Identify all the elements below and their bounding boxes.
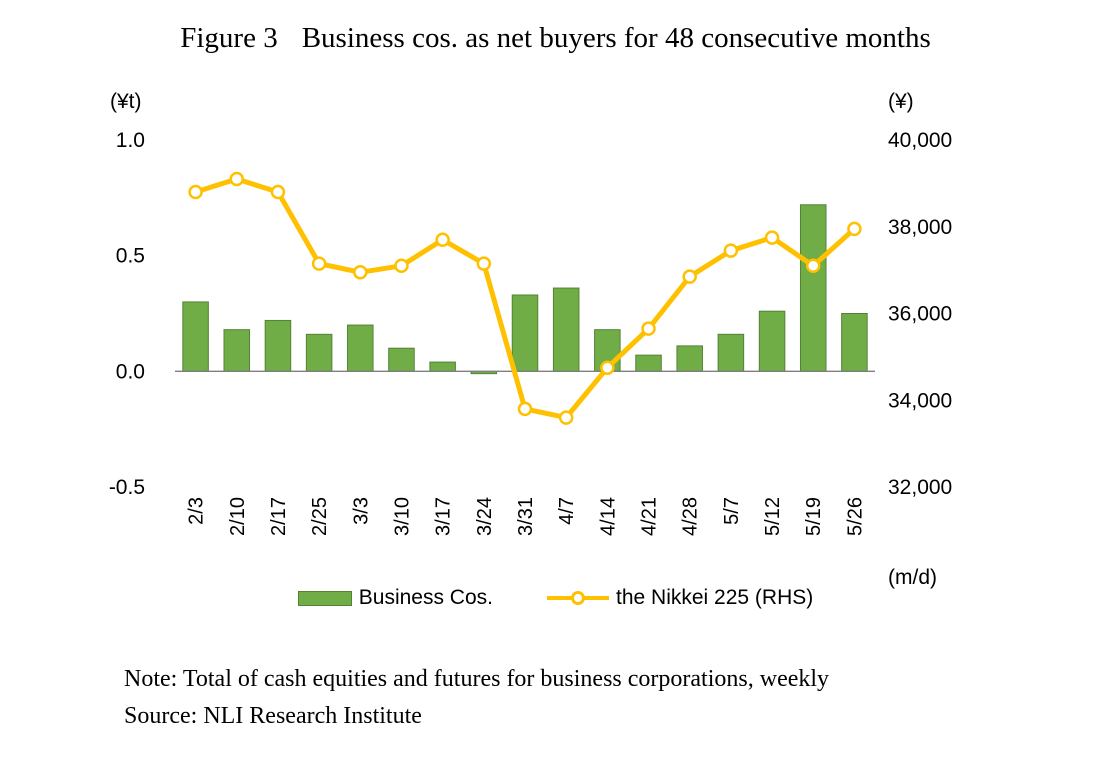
- bar-business-cos: [388, 347, 415, 372]
- right-axis-tick-label: 34,000: [888, 389, 952, 412]
- legend-item-business-cos: Business Cos.: [297, 586, 493, 610]
- line-swatch-marker: [571, 591, 585, 605]
- bar-business-cos: [305, 333, 333, 372]
- bar-business-cos: [264, 319, 292, 372]
- left-axis-tick-label: 1.0: [116, 129, 145, 152]
- x-axis-category-label: 5/7: [721, 497, 743, 525]
- right-axis-tick-label: 36,000: [888, 303, 952, 326]
- nikkei-line-marker: [188, 184, 203, 200]
- x-axis-category-label: 3/10: [391, 497, 413, 536]
- left-axis-tick-label: 0.0: [116, 360, 145, 383]
- bar-business-cos: [717, 333, 745, 372]
- bar-business-cos: [552, 287, 580, 372]
- x-axis-category-label: 4/7: [556, 497, 578, 525]
- x-axis-category-label: 3/24: [474, 497, 496, 536]
- x-axis-category-label: 2/25: [309, 497, 331, 536]
- chart-note: Note: Total of cash equities and futures…: [124, 666, 830, 692]
- left-axis-tick-label: -0.5: [109, 476, 145, 499]
- x-axis-category-label: 5/26: [844, 497, 866, 536]
- nikkei-line-marker: [847, 221, 862, 237]
- nikkei-line-marker: [353, 265, 368, 280]
- nikkei-line-marker: [517, 401, 533, 417]
- line-swatch-icon: [547, 590, 609, 606]
- right-axis-tick-label: 38,000: [888, 216, 952, 239]
- nikkei-line-marker: [435, 232, 450, 248]
- chart-source: Source: NLI Research Institute: [124, 703, 422, 729]
- bar-business-cos: [635, 354, 662, 372]
- legend-label-business-cos: Business Cos.: [358, 586, 493, 609]
- right-axis-unit-label: (¥): [888, 90, 914, 113]
- x-axis-category-label: 3/31: [515, 497, 537, 536]
- x-axis-category-label: 3/3: [350, 497, 372, 525]
- nikkei-line-marker: [600, 360, 615, 375]
- x-axis-category-label: 4/21: [639, 497, 661, 536]
- legend-item-nikkei: the Nikkei 225 (RHS): [547, 586, 813, 610]
- x-axis-category-label: 4/14: [597, 497, 619, 536]
- right-axis-tick-label: 40,000: [888, 129, 952, 152]
- nikkei-line-marker: [764, 230, 780, 245]
- bar-business-cos: [799, 204, 827, 372]
- right-axis-tick-label: 32,000: [888, 476, 952, 499]
- x-axis-category-label: 3/17: [433, 497, 455, 536]
- bar-business-cos: [676, 345, 703, 372]
- legend-label-nikkei: the Nikkei 225 (RHS): [616, 586, 814, 609]
- nikkei-line-marker: [311, 256, 327, 271]
- nikkei-line-marker: [723, 243, 739, 258]
- left-axis-tick-label: 0.5: [116, 245, 145, 268]
- x-axis-category-label: 2/3: [186, 497, 208, 525]
- nikkei-line-marker: [558, 410, 574, 425]
- chart-legend: Business Cos. the Nikkei 225 (RHS): [0, 586, 1111, 610]
- x-axis-category-label: 2/10: [227, 497, 249, 536]
- left-axis-unit-label: (¥t): [110, 90, 142, 113]
- figure-title: Figure 3 Business cos. as net buyers for …: [0, 22, 1111, 55]
- x-axis-category-label: 4/28: [680, 497, 702, 536]
- nikkei-line-marker: [805, 258, 821, 274]
- x-axis-unit-label: (m/d): [888, 566, 937, 589]
- nikkei-line-marker: [476, 256, 492, 271]
- bar-business-cos: [223, 329, 251, 372]
- nikkei-line-marker: [394, 258, 409, 274]
- figure-number: Figure 3: [180, 22, 278, 54]
- bar-business-cos: [841, 313, 868, 372]
- x-axis-category-label: 5/12: [762, 497, 784, 536]
- nikkei-line-marker: [682, 269, 697, 284]
- x-axis-category-label: 5/19: [803, 497, 825, 536]
- bar-business-cos: [347, 324, 374, 372]
- x-axis-category-label: 2/17: [268, 497, 290, 536]
- bar-business-cos: [429, 361, 456, 372]
- figure-title-text: Business cos. as net buyers for 48 conse…: [301, 22, 931, 54]
- bar-business-cos: [758, 310, 786, 372]
- bar-swatch-icon: [297, 590, 352, 606]
- bar-business-cos: [182, 301, 209, 372]
- nikkei-line-marker: [641, 321, 656, 336]
- nikkei-line-marker: [229, 171, 245, 187]
- nikkei-line-marker: [270, 184, 286, 200]
- bar-business-cos: [511, 294, 539, 372]
